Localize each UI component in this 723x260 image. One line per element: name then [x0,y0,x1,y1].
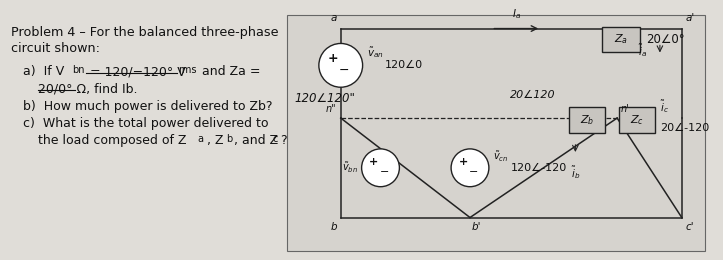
Text: $\tilde{v}_{bn}$: $\tilde{v}_{bn}$ [341,160,358,175]
Text: and Za =: and Za = [197,65,260,78]
Text: 20∠0°: 20∠0° [646,33,685,46]
Text: +: + [458,157,468,167]
Text: 20/0° Ω, find Ib.: 20/0° Ω, find Ib. [38,82,138,95]
Text: $\tilde{i}_b$: $\tilde{i}_b$ [570,164,580,181]
Bar [287,15,705,251]
Circle shape [362,149,399,187]
Circle shape [319,43,363,87]
Text: b)  How much power is delivered to Zb?: b) How much power is delivered to Zb? [22,100,272,113]
Text: c)  What is the total power delivered to: c) What is the total power delivered to [22,117,268,130]
Text: a: a [330,12,337,23]
Text: circuit shown:: circuit shown: [11,42,100,55]
Text: −: − [469,167,479,177]
Text: +: + [369,157,378,167]
Text: c': c' [685,222,694,231]
Text: c: c [272,134,278,144]
Text: b': b' [472,222,482,231]
Text: 20∠-120: 20∠-120 [660,123,709,133]
Text: 120∠120": 120∠120" [294,92,355,105]
Circle shape [451,149,489,187]
Text: $Z_b$: $Z_b$ [580,113,594,127]
Bar [619,107,655,133]
Text: = 120/−120° V: = 120/−120° V [86,65,186,78]
Text: b: b [226,134,233,144]
Text: $Z_a$: $Z_a$ [614,32,628,46]
Text: bn: bn [72,65,85,75]
Bar [570,107,605,133]
Text: n": n" [326,104,337,114]
Text: , Z: , Z [207,134,223,147]
Text: b: b [330,222,337,231]
Text: a: a [197,134,204,144]
Text: rms: rms [178,65,196,75]
Text: n': n' [621,104,630,114]
Text: −: − [338,64,349,77]
Text: $\tilde{v}_{an}$: $\tilde{v}_{an}$ [367,46,383,60]
Text: $\tilde{v}_{cn}$: $\tilde{v}_{cn}$ [493,149,508,164]
Text: 120∠-120: 120∠-120 [510,163,567,173]
Text: +: + [328,52,338,65]
Text: 20∠120: 20∠120 [510,90,555,100]
Text: −: − [380,167,389,177]
Text: a': a' [685,12,695,23]
Bar [602,27,640,53]
Text: $\tilde{i}_a$: $\tilde{i}_a$ [638,42,647,59]
Text: Problem 4 – For the balanced three-phase: Problem 4 – For the balanced three-phase [11,25,278,38]
Text: a)  If V: a) If V [22,65,64,78]
Text: $\tilde{i}_c$: $\tilde{i}_c$ [660,98,669,115]
Text: $Z_c$: $Z_c$ [630,113,644,127]
Text: $I_a$: $I_a$ [512,7,521,21]
Text: 120∠0: 120∠0 [385,60,423,70]
Text: , and Z: , and Z [234,134,278,147]
Text: ?: ? [280,134,287,147]
Text: the load composed of Z: the load composed of Z [38,134,187,147]
